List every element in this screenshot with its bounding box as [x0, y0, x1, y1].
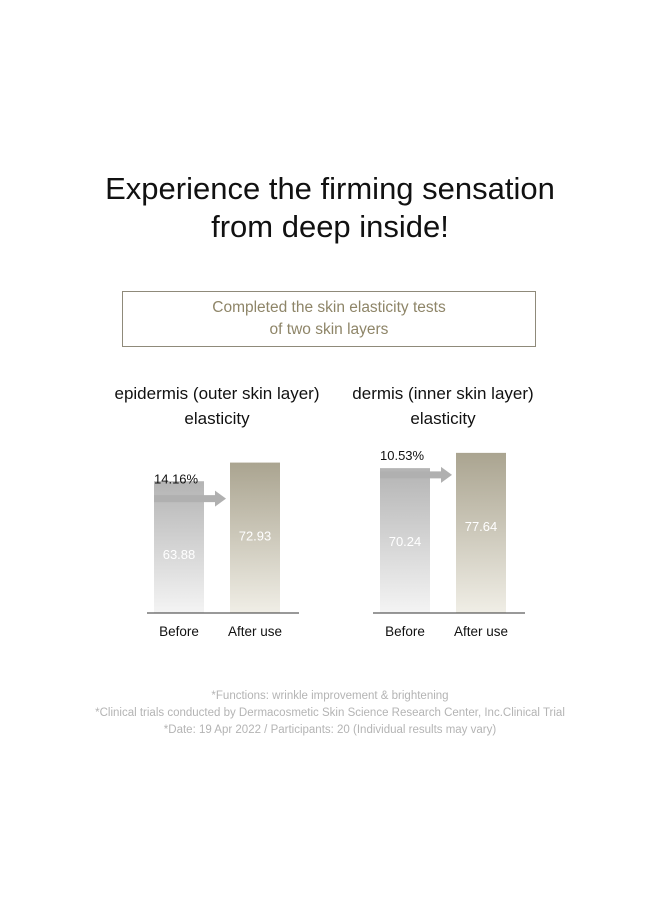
- footnote-date-participants: *Date: 19 Apr 2022 / Participants: 20 (I…: [163, 724, 497, 736]
- dermis-category-label-before: Before: [385, 624, 425, 639]
- dermis-category-label-after: After use: [454, 624, 508, 639]
- dermis-value-label-before: 70.24: [389, 534, 422, 549]
- dermis-bar-after: [456, 452, 506, 613]
- epidermis-bar-after: [230, 462, 280, 613]
- dermis-chart-title: dermis (inner skin layer) elasticity: [313, 381, 573, 431]
- elasticity-bar-charts: 63.88 Before 72.93 After use 14.16% 70.24 Befo…: [147, 448, 525, 639]
- epidermis-bar-before: [154, 481, 204, 613]
- footnote-functions: *Functions: wrinkle improvement & bright…: [211, 690, 449, 702]
- headline-line-1: Experience the firming sensation: [105, 171, 555, 206]
- headline: Experience the firming sensation from de…: [0, 170, 660, 246]
- epidermis-value-label-before: 63.88: [163, 547, 196, 562]
- epidermis-title-line-1: epidermis (outer skin layer): [114, 384, 320, 403]
- headline-line-2: from deep inside!: [211, 209, 449, 244]
- epidermis-category-label-after: After use: [228, 624, 282, 639]
- dermis-change-percent: 10.53%: [380, 448, 425, 463]
- test-summary-line-2: of two skin layers: [269, 321, 389, 338]
- epidermis-title-line-2: elasticity: [184, 409, 250, 428]
- test-summary-line-1: Completed the skin elasticity tests: [212, 299, 446, 316]
- dermis-title-line-1: dermis (inner skin layer): [352, 384, 534, 403]
- footnotes: *Functions: wrinkle improvement & bright…: [0, 688, 660, 739]
- dermis-increase-arrow-icon: [380, 466, 452, 483]
- epidermis-chart-title: epidermis (outer skin layer) elasticity: [87, 381, 347, 431]
- epidermis-increase-arrow-icon: [154, 490, 226, 507]
- footnote-clinical-trial: *Clinical trials conducted by Dermacosme…: [95, 707, 565, 719]
- epidermis-category-label-before: Before: [159, 624, 199, 639]
- dermis-bar-before: [380, 468, 430, 613]
- epidermis-value-label-after: 72.93: [239, 529, 272, 544]
- dermis-value-label-after: 77.64: [465, 519, 498, 534]
- dermis-title-line-2: elasticity: [410, 409, 476, 428]
- epidermis-change-percent: 14.16%: [154, 472, 199, 487]
- test-summary-box: Completed the skin elasticity tests of t…: [122, 291, 536, 347]
